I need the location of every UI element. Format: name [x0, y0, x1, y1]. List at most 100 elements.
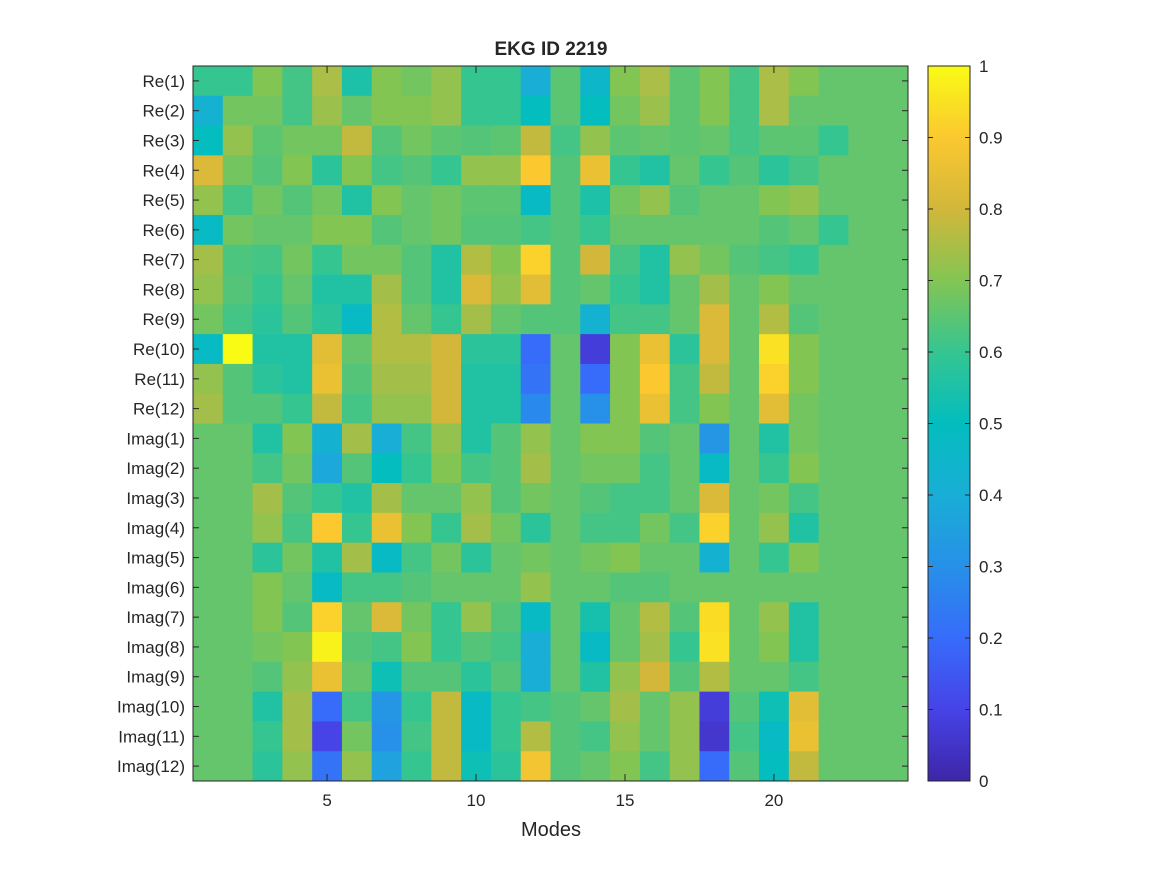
heatmap-cell — [580, 721, 611, 752]
heatmap-cell — [520, 214, 551, 246]
heatmap-cell — [371, 334, 402, 365]
heatmap-cell — [580, 453, 611, 484]
heatmap-cell — [818, 423, 849, 454]
heatmap-cell — [759, 483, 790, 514]
heatmap-cell — [610, 691, 641, 722]
heatmap-cell — [699, 602, 730, 633]
heatmap-cell — [341, 244, 373, 275]
heatmap-cell — [341, 632, 373, 663]
y-tick-label: Imag(1) — [126, 429, 185, 448]
heatmap-cell — [371, 95, 402, 126]
heatmap-cell — [818, 721, 849, 752]
heatmap-cell — [848, 393, 879, 424]
heatmap-cell — [759, 244, 790, 275]
heatmap-cell — [818, 334, 849, 365]
x-axis-label: Modes — [521, 819, 581, 841]
heatmap-cell — [371, 453, 402, 484]
heatmap-cell — [461, 691, 492, 722]
heatmap-cell — [788, 66, 820, 97]
heatmap-cell — [669, 393, 700, 424]
heatmap-cell — [729, 185, 760, 216]
heatmap-cell — [222, 602, 253, 633]
colorbar: 0 0.1 0.2 0.3 0.4 0.5 0.6 0.7 0.8 0.9 1 — [927, 57, 1003, 791]
heatmap-cell — [580, 632, 611, 663]
heatmap-cell — [490, 483, 522, 514]
heatmap-cell — [520, 393, 551, 424]
heatmap-cell — [848, 66, 879, 97]
heatmap-cell — [699, 453, 730, 484]
heatmap-cell — [252, 304, 283, 335]
heatmap-cell — [729, 483, 760, 514]
heatmap-cell — [729, 542, 760, 573]
heatmap-cell — [610, 572, 641, 603]
heatmap-cell — [401, 244, 432, 275]
heatmap-cell — [610, 95, 641, 126]
heatmap-cell — [461, 661, 492, 693]
heatmap-cell — [490, 512, 522, 544]
heatmap-cell — [520, 691, 551, 722]
x-tick-label: 10 — [467, 791, 486, 810]
heatmap-cell — [490, 721, 522, 752]
heatmap-cell — [639, 304, 671, 335]
heatmap-cell — [252, 155, 283, 186]
heatmap-cell — [550, 214, 581, 246]
heatmap-cell — [490, 363, 522, 395]
heatmap-cell — [461, 393, 492, 424]
heatmap-cell — [282, 483, 313, 514]
heatmap-cell — [282, 363, 313, 395]
heatmap-cell — [431, 363, 462, 395]
heatmap-cell — [252, 602, 283, 633]
heatmap-cell — [729, 66, 760, 97]
heatmap-cell — [252, 512, 283, 544]
heatmap-cell — [669, 244, 700, 275]
y-tick-label: Imag(2) — [126, 459, 185, 478]
heatmap-cell — [639, 751, 671, 782]
heatmap-cell — [431, 542, 462, 573]
y-tick-label: Re(12) — [133, 400, 185, 419]
y-tick-label: Re(3) — [142, 131, 185, 150]
heatmap-cell — [312, 691, 343, 722]
heatmap-cell — [222, 572, 253, 603]
heatmap-cell — [490, 304, 522, 335]
heatmap-cell — [341, 602, 373, 633]
heatmap-cell — [431, 572, 462, 603]
heatmap-cell — [431, 512, 462, 544]
heatmap-cell — [699, 125, 730, 156]
heatmap-cell — [431, 304, 462, 335]
heatmap-cell — [252, 721, 283, 752]
heatmap-cell — [341, 423, 373, 454]
heatmap-cell — [431, 453, 462, 484]
heatmap-cell — [639, 572, 671, 603]
plot-area-border — [192, 65, 909, 782]
heatmap-cell — [252, 274, 283, 305]
heatmap-cell — [312, 661, 343, 693]
colorbar-tick-label: 0 — [979, 772, 988, 791]
heatmap-cell — [461, 363, 492, 395]
heatmap-cell — [341, 483, 373, 514]
heatmap-cell — [669, 304, 700, 335]
heatmap-cell — [431, 274, 462, 305]
heatmap-cell — [729, 453, 760, 484]
heatmap-cell — [371, 304, 402, 335]
heatmap-cell — [699, 334, 730, 365]
heatmap-cell — [729, 274, 760, 305]
heatmap-cell — [282, 95, 313, 126]
heatmap-cell — [550, 244, 581, 275]
heatmap-cell — [282, 66, 313, 97]
heatmap-cell — [580, 423, 611, 454]
heatmap-cell — [699, 363, 730, 395]
heatmap-cell — [431, 244, 462, 275]
heatmap-cell — [848, 95, 879, 126]
heatmap-cell — [639, 185, 671, 216]
heatmap-cell — [401, 274, 432, 305]
heatmap-cell — [759, 453, 790, 484]
heatmap-cell — [371, 602, 402, 633]
heatmap-cell — [341, 721, 373, 752]
heatmap-cell — [490, 393, 522, 424]
heatmap-cell — [550, 632, 581, 663]
heatmap-cell — [252, 244, 283, 275]
heatmap-cell — [520, 95, 551, 126]
heatmap-cell — [341, 185, 373, 216]
heatmap-cell — [312, 95, 343, 126]
heatmap-cell — [550, 155, 581, 186]
